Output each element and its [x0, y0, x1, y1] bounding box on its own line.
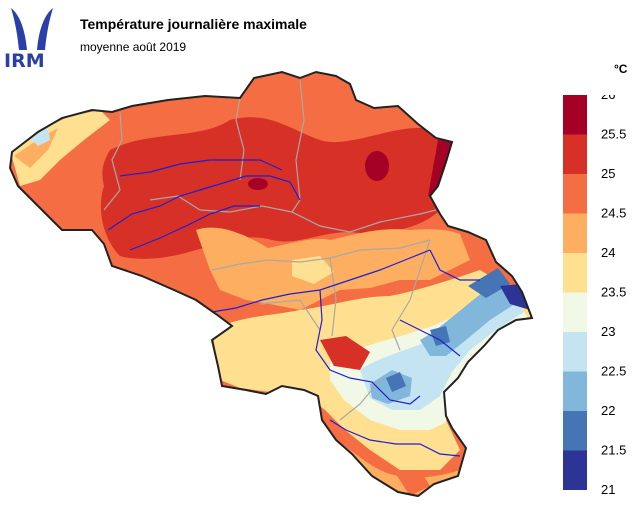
legend-swatch: [563, 134, 587, 174]
legend-swatch: [563, 253, 587, 293]
legend-swatch: [563, 292, 587, 332]
legend-tick-label: 21.5: [601, 443, 626, 458]
legend-tick-label: 25.5: [601, 127, 626, 142]
legend-swatch: [563, 95, 587, 135]
legend-swatch: [563, 371, 587, 411]
legend-tick-label: 24: [601, 245, 615, 260]
legend-swatch: [563, 411, 587, 451]
legend-tick-label: 23: [601, 324, 615, 339]
legend-swatch: [563, 174, 587, 214]
temperature-map: [9, 71, 533, 497]
legend-tick-label: 23.5: [601, 285, 626, 300]
logo-text: IRM: [4, 50, 45, 72]
legend-tick-label: 22.5: [601, 364, 626, 379]
map-title: Température journalière maximale: [80, 16, 307, 32]
legend-tick-label: 25: [601, 166, 615, 181]
legend-swatch: [563, 450, 587, 490]
irm-logo: [11, 8, 53, 50]
legend-tick-label: 21: [601, 482, 615, 495]
legend-swatch: [563, 213, 587, 253]
legend-tick-label: 26: [601, 95, 615, 102]
legend-tick-label: 24.5: [601, 206, 626, 221]
legend-tick-label: 22: [601, 403, 615, 418]
temperature-legend: 26 25.5 25 24.5 24 23.5 23 22.5 22 21.5 21: [563, 95, 626, 495]
map-subtitle: moyenne août 2019: [80, 40, 187, 54]
legend-swatch: [563, 332, 587, 372]
legend-unit: °C: [614, 62, 628, 76]
